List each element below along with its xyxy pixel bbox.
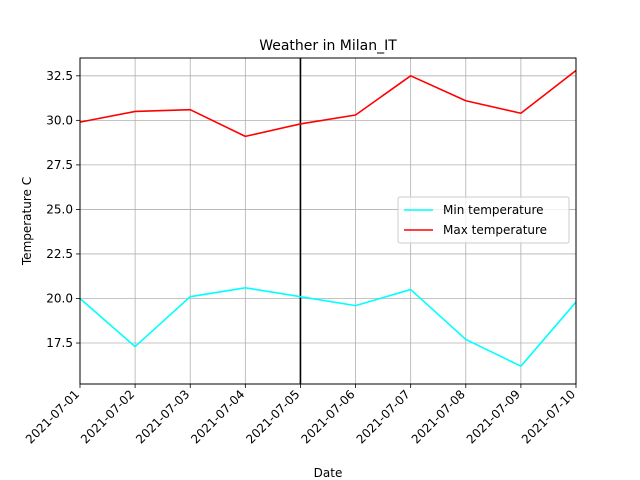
y-tick-label: 32.5	[46, 69, 73, 83]
x-tick-label: 2021-07-06	[298, 387, 357, 446]
x-axis-ticks: 2021-07-012021-07-022021-07-032021-07-04…	[23, 384, 578, 446]
x-tick-label: 2021-07-10	[519, 387, 578, 446]
series-layer	[79, 69, 577, 367]
legend-label: Min temperature	[443, 203, 544, 217]
y-axis-label: Temperature C	[20, 177, 34, 266]
x-tick-label: 2021-07-04	[188, 387, 247, 446]
x-tick-label: 2021-07-09	[464, 387, 523, 446]
x-tick-label: 2021-07-05	[243, 387, 302, 446]
y-axis-ticks: 17.5 20.0 22.5 25.0 27.5 30.0 32.5	[46, 69, 80, 350]
x-tick-label: 2021-07-02	[78, 387, 137, 446]
legend: Min temperature Max temperature	[397, 196, 570, 244]
series-line	[79, 69, 577, 138]
y-tick-label: 30.0	[46, 113, 73, 127]
legend-label: Max temperature	[443, 223, 547, 237]
x-tick-label: 2021-07-01	[23, 387, 82, 446]
y-tick-label: 20.0	[46, 291, 73, 305]
legend-frame	[397, 196, 570, 244]
x-tick-label: 2021-07-03	[133, 387, 192, 446]
y-tick-label: 25.0	[46, 202, 73, 216]
chart-title: Weather in Milan_IT	[259, 38, 397, 54]
plot-frame	[79, 57, 577, 385]
x-tick-label: 2021-07-08	[409, 387, 468, 446]
y-tick-label: 17.5	[46, 336, 73, 350]
series-line	[79, 286, 577, 367]
y-tick-label: 27.5	[46, 158, 73, 172]
x-tick-label: 2021-07-07	[354, 387, 413, 446]
x-axis-label: Date	[314, 466, 343, 480]
y-tick-label: 22.5	[46, 247, 73, 261]
